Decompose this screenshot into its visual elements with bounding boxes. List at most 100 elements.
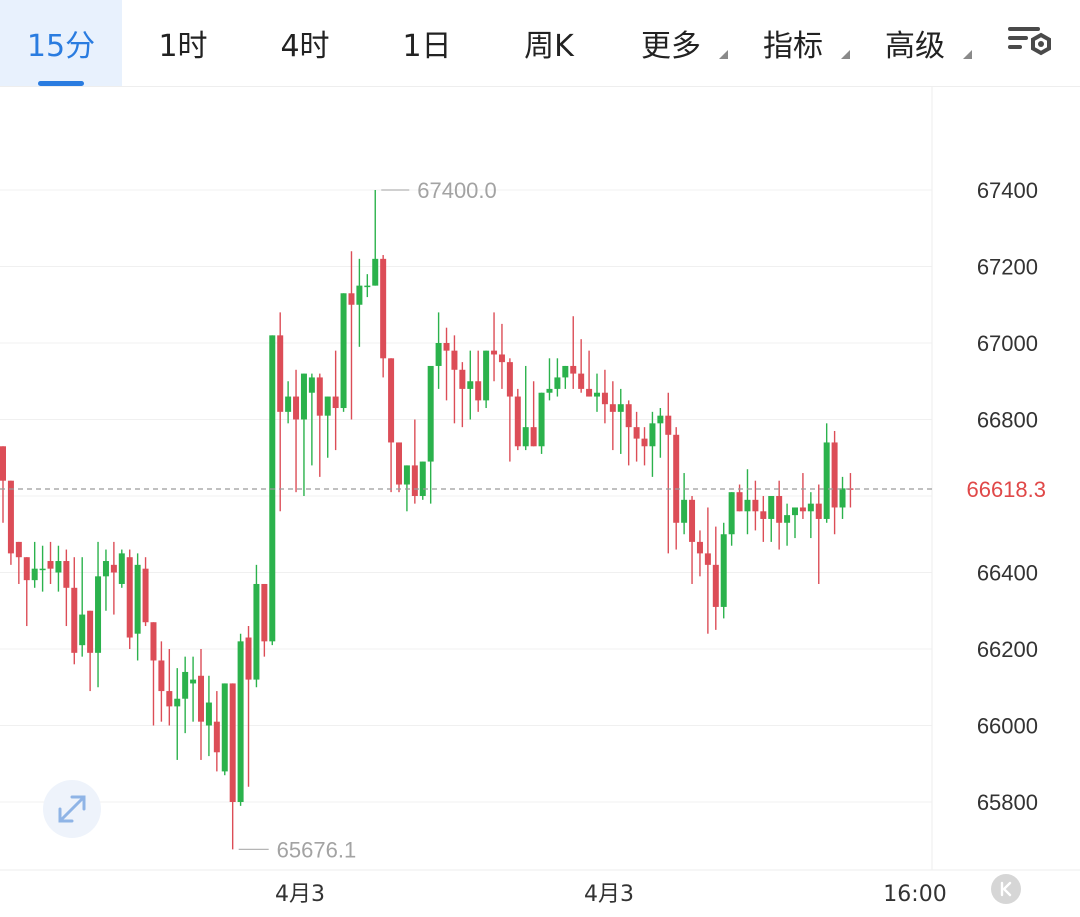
candle	[118, 549, 125, 588]
k-circle-icon	[1000, 881, 1012, 897]
candle	[324, 396, 331, 458]
candle-body	[594, 392, 600, 397]
candle	[673, 427, 680, 550]
k-button[interactable]	[991, 874, 1021, 904]
candle-body	[522, 427, 529, 447]
candle	[403, 465, 410, 512]
candle-body	[71, 587, 78, 653]
candle-body	[261, 583, 268, 642]
candle-body	[712, 564, 719, 607]
candle	[562, 365, 569, 389]
tab-3[interactable]: 1日	[366, 0, 488, 86]
tab-0[interactable]: 15分	[0, 0, 122, 86]
candle	[784, 503, 791, 546]
y-tick-label: 66400	[977, 561, 1038, 586]
candle	[530, 381, 537, 447]
candle	[807, 492, 814, 539]
candle	[63, 549, 70, 627]
candle	[332, 350, 339, 451]
candle	[491, 312, 498, 382]
candle-body	[87, 610, 94, 653]
candle	[522, 365, 529, 451]
candle	[847, 473, 854, 508]
candle-body	[570, 365, 577, 374]
candle	[768, 496, 775, 542]
candle-body	[110, 564, 117, 573]
candle-body	[158, 660, 165, 692]
candle	[594, 373, 600, 412]
candle	[419, 461, 426, 500]
candle	[182, 656, 189, 734]
candle	[696, 530, 703, 577]
candle	[831, 430, 838, 535]
candle-body	[815, 503, 822, 519]
candle-body	[0, 446, 6, 481]
candle	[166, 649, 173, 726]
candle	[799, 473, 806, 519]
candle-body	[190, 679, 197, 684]
candle-body	[506, 362, 513, 397]
candle	[459, 362, 466, 428]
candle	[443, 327, 450, 401]
dropdown-triangle-icon	[841, 50, 850, 59]
tab-5[interactable]: 更多	[610, 0, 732, 86]
candle	[657, 408, 664, 458]
candlestick-chart[interactable]: 6580066000662006640066600668006700067200…	[0, 86, 1080, 917]
candle	[467, 350, 474, 420]
candle-body	[728, 492, 735, 535]
tab-6[interactable]: 指标	[732, 0, 854, 86]
candle	[158, 641, 165, 722]
candle-body	[396, 442, 402, 485]
candle-body	[79, 614, 86, 646]
candle	[514, 388, 521, 451]
candle	[776, 480, 783, 550]
tab-4[interactable]: 周K	[488, 0, 610, 86]
y-tick-label: 65800	[977, 790, 1038, 815]
candle	[150, 622, 157, 726]
tab-2[interactable]: 4时	[244, 0, 366, 86]
chart-settings-icon	[1008, 27, 1051, 56]
dropdown-triangle-icon	[719, 50, 728, 59]
candle	[839, 476, 846, 519]
candle	[71, 557, 78, 665]
expand-button[interactable]	[43, 780, 101, 838]
candle	[451, 335, 458, 424]
candle	[570, 316, 577, 389]
candle-body	[316, 377, 323, 416]
candle-body	[198, 675, 204, 722]
tab-1[interactable]: 1时	[122, 0, 244, 86]
candle-body	[245, 637, 252, 680]
candle	[308, 373, 315, 466]
candle-body	[451, 350, 458, 370]
y-tick-label: 67400	[977, 178, 1038, 203]
candle	[126, 549, 133, 649]
candle	[134, 553, 141, 661]
candle-body	[792, 507, 798, 516]
candle	[704, 507, 711, 634]
candle-body	[300, 373, 307, 420]
candle-body	[554, 377, 561, 389]
candle-body	[546, 388, 553, 393]
candle-body	[332, 396, 339, 409]
candle-body	[364, 285, 371, 288]
candle-body	[269, 335, 276, 642]
tab-label: 1时	[158, 29, 208, 64]
candle	[340, 293, 347, 412]
candle	[253, 564, 260, 688]
candle-body	[578, 373, 585, 389]
candle	[681, 473, 688, 535]
candle-body	[760, 511, 767, 519]
y-tick-label: 66000	[977, 714, 1038, 739]
candle	[293, 369, 300, 493]
chart-settings-button[interactable]	[1004, 18, 1054, 68]
candle-body	[491, 350, 498, 355]
candle	[237, 633, 244, 806]
candle	[39, 545, 46, 592]
candle-body	[411, 465, 418, 496]
tab-7[interactable]: 高级	[854, 0, 976, 86]
candle-body	[23, 557, 30, 581]
candle-body	[443, 343, 450, 351]
candle-body	[253, 583, 260, 680]
candle	[174, 668, 181, 760]
candle-body	[39, 568, 46, 571]
